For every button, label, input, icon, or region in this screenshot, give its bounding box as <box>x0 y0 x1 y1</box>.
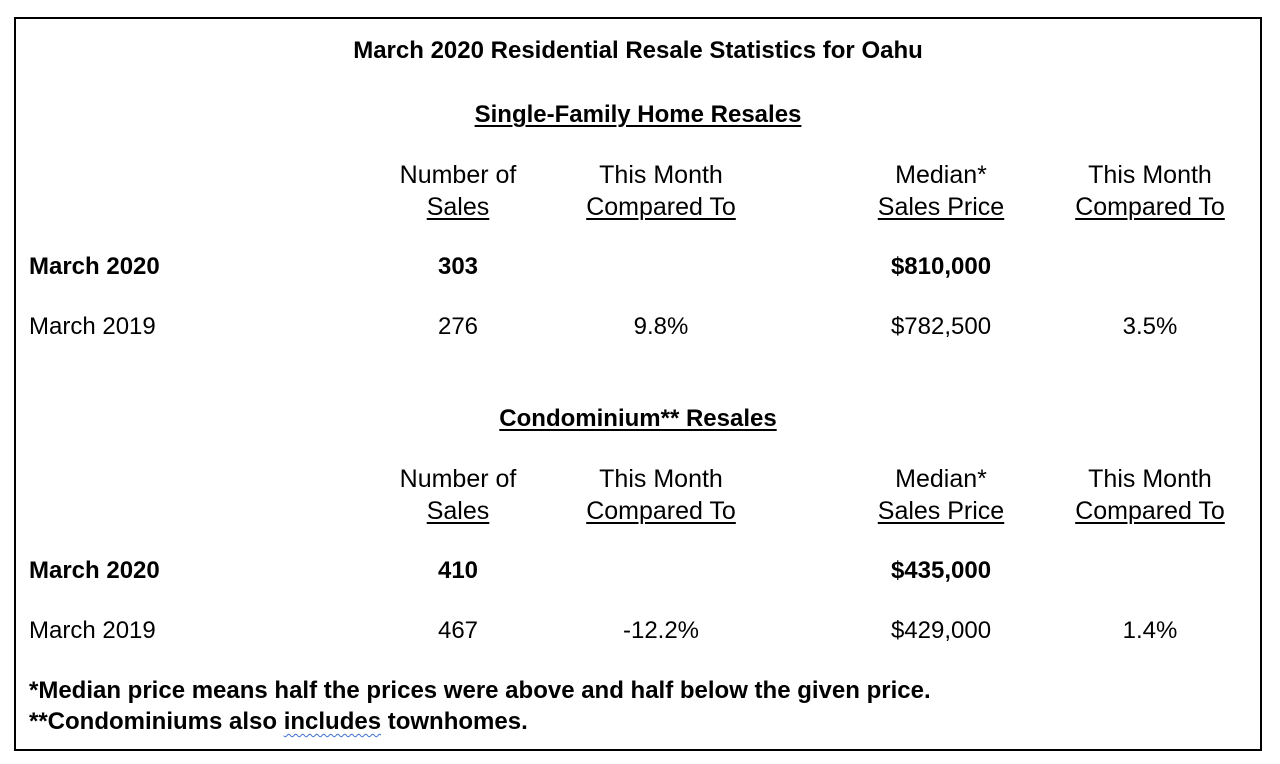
header-median-price-line2: Sales Price <box>877 497 1005 525</box>
row-label: March 2019 <box>29 617 156 644</box>
row-median-price: $810,000 <box>890 253 992 280</box>
header-median-price-line1: Median* <box>895 161 987 189</box>
footnote-condominium: **Condominiums also includes townhomes. <box>29 707 528 737</box>
section-heading-condominium: Condominium** Resales <box>499 405 777 432</box>
row-label: March 2019 <box>29 313 156 340</box>
header-compared-to-line1: This Month <box>599 465 723 493</box>
header-median-price-line1: Median* <box>895 465 987 493</box>
row-median-price: $782,500 <box>890 313 992 340</box>
header-compared-to-line1: This Month <box>599 161 723 189</box>
header-number-of-sales-line2: Sales <box>426 497 490 525</box>
row-median-price: $429,000 <box>890 617 992 644</box>
header-price-compared-to-line2: Compared To <box>1075 497 1225 525</box>
footnote-median: *Median price means half the prices were… <box>29 677 931 704</box>
row-label: March 2020 <box>29 557 160 584</box>
footnote-condo-text: **Condominiums also <box>29 708 284 735</box>
row-sales: 303 <box>437 253 479 280</box>
row-sales-change: 9.8% <box>633 313 689 340</box>
document-title: March 2020 Residential Resale Statistics… <box>353 37 923 64</box>
header-number-of-sales-line1: Number of <box>399 161 517 189</box>
row-label: March 2020 <box>29 253 160 280</box>
spellcheck-flagged-word[interactable]: includes <box>283 708 382 735</box>
header-price-compared-to-line2: Compared To <box>1075 193 1225 221</box>
row-price-change: 1.4% <box>1122 617 1178 644</box>
header-price-compared-to-line1: This Month <box>1088 465 1212 493</box>
header-compared-to-line2: Compared To <box>586 193 736 221</box>
row-sales: 276 <box>437 313 479 340</box>
header-number-of-sales-line1: Number of <box>399 465 517 493</box>
row-sales-change: -12.2% <box>622 617 700 644</box>
document-frame <box>14 17 1262 751</box>
row-price-change: 3.5% <box>1122 313 1178 340</box>
header-price-compared-to-line1: This Month <box>1088 161 1212 189</box>
section-heading-single-family: Single-Family Home Resales <box>474 101 802 128</box>
row-median-price: $435,000 <box>890 557 992 584</box>
row-sales: 467 <box>437 617 479 644</box>
header-number-of-sales-line2: Sales <box>426 193 490 221</box>
header-median-price-line2: Sales Price <box>877 193 1005 221</box>
header-compared-to-line2: Compared To <box>586 497 736 525</box>
footnote-condo-text: townhomes. <box>381 708 528 735</box>
row-sales: 410 <box>437 557 479 584</box>
